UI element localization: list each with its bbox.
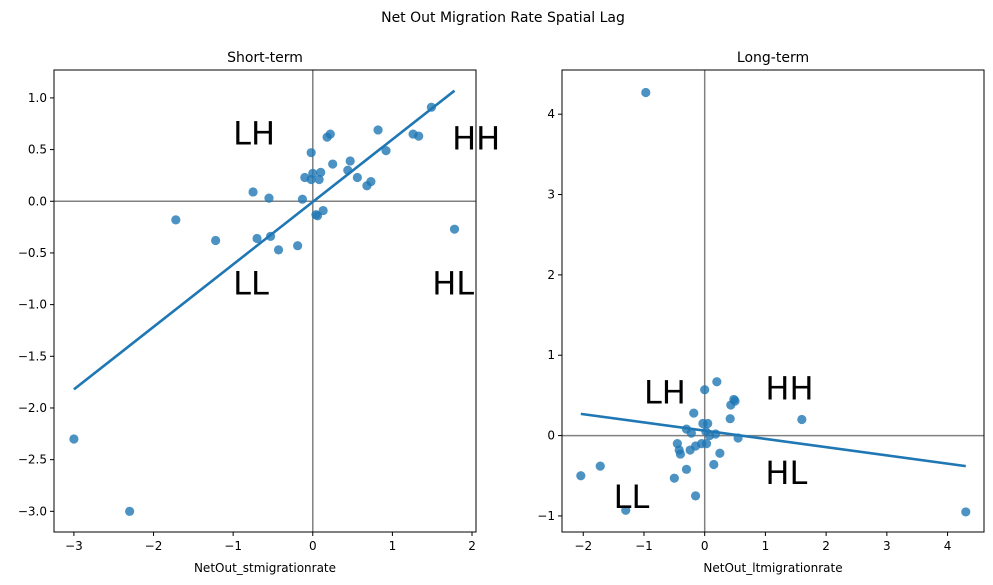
- data-point: [689, 408, 699, 418]
- quadrant-label-hl: HL: [432, 264, 474, 302]
- points-group: [69, 102, 460, 516]
- data-point: [712, 377, 722, 387]
- y-tick-label: −1.0: [18, 298, 47, 312]
- regression-line: [73, 89, 456, 391]
- data-point: [690, 491, 701, 501]
- quadrant-label-hh: HH: [765, 369, 813, 407]
- data-point: [669, 473, 679, 483]
- data-point: [730, 396, 740, 406]
- data-point: [703, 418, 713, 429]
- data-point: [373, 125, 383, 135]
- y-tick-label: 3: [547, 188, 555, 202]
- x-tick-label: 3: [883, 539, 891, 553]
- x-tick-label: 1: [389, 539, 397, 553]
- data-point: [449, 224, 460, 234]
- data-point: [293, 241, 303, 251]
- y-tick-label: 0: [547, 429, 555, 443]
- data-point: [306, 148, 316, 158]
- y-tick-label: −1.5: [18, 349, 47, 363]
- data-point: [641, 87, 651, 98]
- y-tick-label: −2.0: [18, 401, 47, 415]
- data-point: [125, 506, 135, 516]
- x-axis-label: NetOut_ltmigrationrate: [703, 561, 842, 575]
- y-tick-label: 1: [547, 348, 555, 362]
- data-point: [273, 245, 284, 255]
- x-tick-label: 2: [822, 539, 830, 553]
- y-tick-label: 2: [547, 268, 555, 282]
- y-tick-label: 4: [547, 107, 555, 121]
- data-point: [709, 459, 719, 470]
- data-point: [675, 449, 686, 459]
- points-group: [576, 87, 971, 517]
- x-tick-label: 4: [944, 539, 952, 553]
- y-tick-label: −1: [537, 509, 555, 523]
- y-tick-label: −3.0: [18, 504, 47, 518]
- data-point: [595, 461, 605, 471]
- figure-title: Net Out Migration Rate Spatial Lag: [381, 10, 625, 26]
- data-point: [414, 131, 424, 141]
- y-tick-label: −0.5: [18, 246, 47, 260]
- y-tick-label: 0.5: [28, 143, 47, 157]
- x-tick-label: 0: [309, 539, 317, 553]
- x-tick-label: −2: [145, 539, 163, 553]
- data-point: [264, 193, 274, 203]
- data-point: [961, 507, 971, 517]
- data-point: [325, 129, 335, 139]
- data-point: [171, 215, 181, 225]
- axes-title: Long-term: [737, 50, 809, 66]
- data-point: [715, 448, 725, 458]
- data-point: [318, 205, 328, 216]
- quadrant-label-ll: LL: [614, 478, 650, 516]
- data-point: [328, 159, 338, 169]
- y-tick-label: 0.0: [28, 194, 47, 208]
- data-point: [314, 174, 324, 185]
- x-axis-label: NetOut_stmigrationrate: [194, 561, 336, 575]
- regression-line: [580, 412, 966, 468]
- data-point: [700, 385, 710, 395]
- y-tick-label: 1.0: [28, 91, 47, 105]
- x-tick-label: −1: [224, 539, 242, 553]
- data-point: [352, 172, 362, 183]
- axes-frame: [53, 69, 477, 533]
- quadrant-label-ll: LL: [233, 264, 269, 302]
- x-tick-label: 1: [762, 539, 770, 553]
- quadrant-label-lh: LH: [644, 373, 686, 411]
- data-point: [381, 146, 391, 156]
- data-point: [576, 471, 586, 481]
- data-point: [366, 177, 376, 187]
- data-point: [345, 156, 355, 166]
- data-point: [681, 464, 692, 474]
- data-point: [797, 414, 807, 425]
- x-tick-label: −2: [574, 539, 592, 553]
- x-tick-label: −1: [635, 539, 653, 553]
- data-point: [248, 187, 258, 197]
- data-point: [725, 414, 735, 424]
- data-point: [308, 168, 318, 178]
- quadrant-label-lh: LH: [233, 114, 275, 152]
- data-point: [252, 233, 262, 244]
- chart-panel-2: LH HH LL HL −2 −1 0 1 2 3 4 4 3 2 1 0 −1 Long-term NetOut_…: [537, 50, 985, 575]
- x-tick-label: −3: [65, 539, 83, 553]
- x-tick-label: 0: [701, 539, 709, 553]
- data-point: [701, 439, 712, 449]
- x-tick-label: 2: [468, 539, 476, 553]
- axes-title: Short-term: [227, 50, 303, 66]
- data-point: [69, 434, 79, 444]
- data-point: [297, 194, 308, 204]
- quadrant-label-hl: HL: [765, 454, 807, 492]
- data-point: [316, 167, 326, 177]
- y-tick-label: −2.5: [18, 453, 47, 467]
- data-point: [211, 235, 221, 246]
- axes-frame: [561, 69, 985, 533]
- data-point: [686, 428, 696, 438]
- data-point: [621, 505, 631, 515]
